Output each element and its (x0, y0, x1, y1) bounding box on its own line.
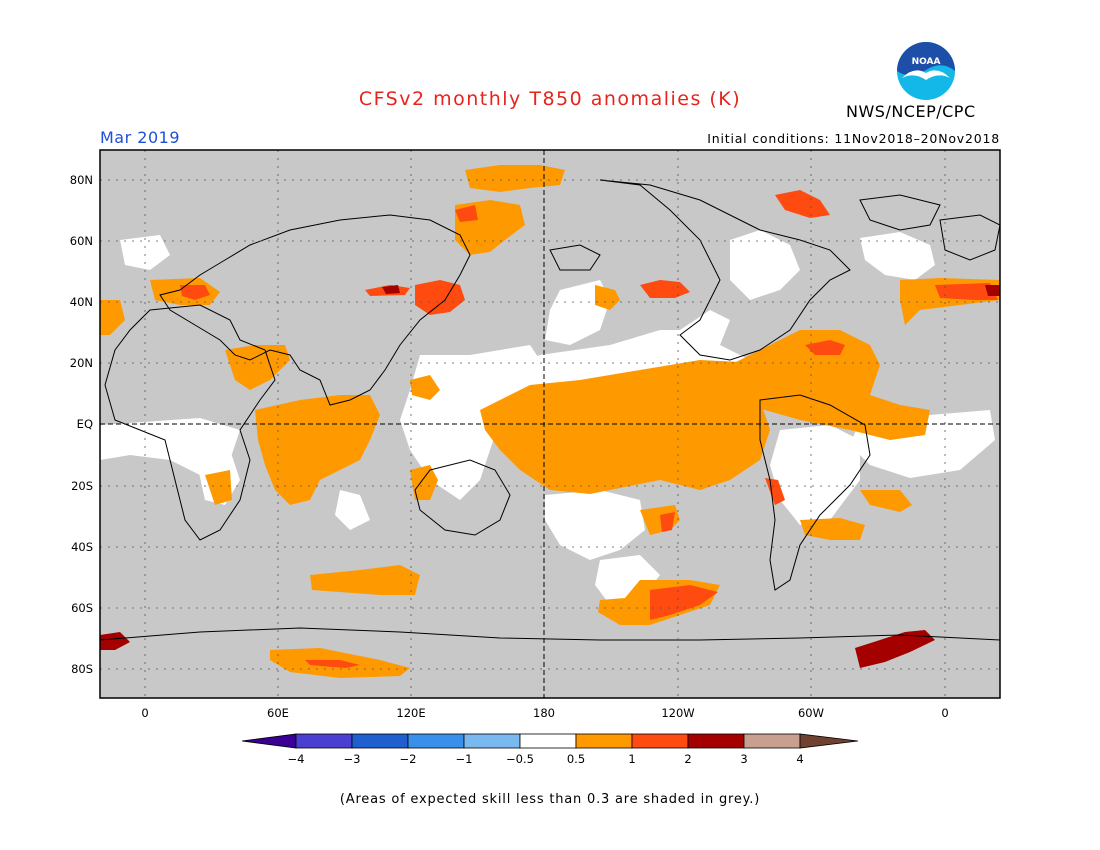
colorbar-swatch (631, 733, 689, 749)
lon-label: 0 (941, 706, 948, 720)
near-normal-regions (100, 230, 995, 605)
lon-label: 120E (396, 706, 425, 720)
lon-label: 60W (798, 706, 824, 720)
lat-label: 20S (71, 479, 93, 493)
lon-labels: 0 60E 120E 180 120W 60W 0 (141, 706, 948, 720)
colorbar-label: −2 (400, 752, 417, 766)
lat-label: 40N (70, 295, 93, 309)
lon-label: 120W (661, 706, 694, 720)
colorbar-label: −4 (288, 752, 305, 766)
agency-label: NWS/NCEP/CPC (846, 102, 976, 121)
colorbar-swatch (295, 733, 353, 749)
colorbar-label: 0.5 (567, 752, 585, 766)
colorbar-label: −1 (456, 752, 473, 766)
colorbar-label: 4 (796, 752, 803, 766)
colorbar-label: −3 (344, 752, 361, 766)
colorbar-swatch (407, 733, 465, 749)
lon-label: 180 (533, 706, 555, 720)
colorbar-swatch (351, 733, 409, 749)
colorbar-low-arrow (241, 733, 297, 749)
map-title: CFSv2 monthly T850 anomalies (K) (358, 88, 742, 110)
coastlines (100, 179, 1000, 641)
noaa-logo: NOAA (897, 42, 955, 100)
colorbar-labels: −4 −3 −2 −1 −0.5 0.5 1 2 3 4 (288, 752, 804, 766)
lat-label: 40S (71, 540, 93, 554)
noaa-logo-text: NOAA (912, 57, 941, 67)
map-frame (99, 149, 1001, 699)
lat-label: 20N (70, 356, 93, 370)
lat-label: 80S (71, 662, 93, 676)
initial-conditions: Initial conditions: 11Nov2018–20Nov2018 (707, 131, 1000, 146)
lat-label: 80N (70, 173, 93, 187)
colorbar-swatch (463, 733, 521, 749)
anomaly-regions-2-3 (100, 285, 1000, 668)
anomaly-regions-1-2 (180, 190, 998, 668)
noaa-logo-gull (902, 70, 950, 80)
forecast-month: Mar 2019 (100, 128, 180, 147)
colorbar-swatch (743, 733, 801, 749)
lat-label: 60S (71, 601, 93, 615)
map-plot-area (100, 150, 1000, 698)
colorbar-high-arrow (799, 733, 859, 749)
colorbar-label: −0.5 (506, 752, 534, 766)
lon-label: 0 (141, 706, 148, 720)
lat-label: 60N (70, 234, 93, 248)
skill-footnote: (Areas of expected skill less than 0.3 a… (339, 792, 761, 807)
colorbar-swatch (519, 733, 577, 749)
lon-label: 60E (267, 706, 289, 720)
colorbar-label: 3 (740, 752, 747, 766)
colorbar-label: 2 (684, 752, 691, 766)
colorbar-swatch (687, 733, 745, 749)
noaa-logo-body (897, 42, 955, 76)
gridlines (100, 150, 1000, 698)
colorbar-label: 1 (628, 752, 635, 766)
colorbar (241, 733, 859, 749)
lat-labels: 80N 60N 40N 20N EQ 20S 40S 60S 80S (70, 173, 93, 676)
colorbar-swatch (575, 733, 633, 749)
reference-lines (100, 150, 1000, 698)
lat-label: EQ (77, 417, 93, 431)
